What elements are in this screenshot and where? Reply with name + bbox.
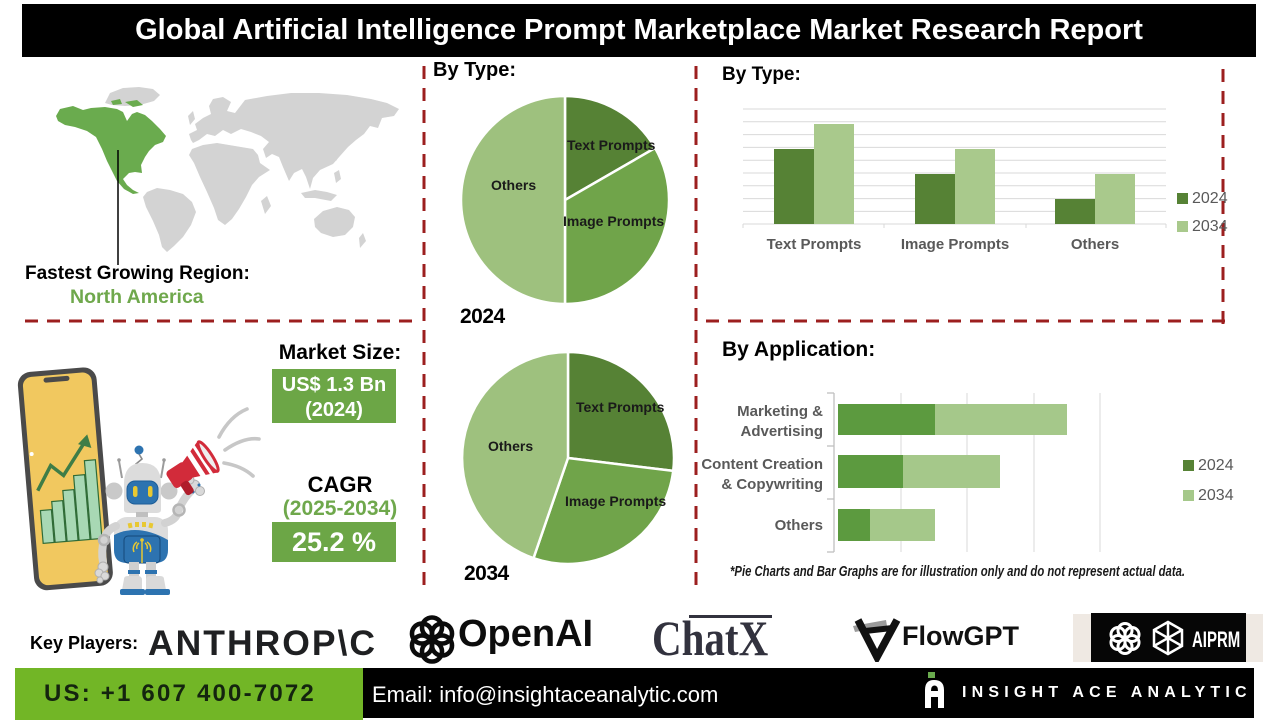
svg-text:Image Prompts: Image Prompts [565,493,666,509]
svg-text:2024: 2024 [1198,457,1234,474]
svg-text:2024: 2024 [1192,190,1228,207]
svg-text:Others: Others [775,517,823,534]
svg-text:Advertising: Advertising [740,423,823,440]
svg-text:Others: Others [491,177,536,193]
svg-text:Text Prompts: Text Prompts [567,137,656,153]
svg-text:& Copywriting: & Copywriting [721,476,823,493]
svg-text:Marketing &: Marketing & [737,403,823,420]
svg-text:Others: Others [488,438,533,454]
svg-text:Text Prompts: Text Prompts [767,236,862,253]
svg-text:Text Prompts: Text Prompts [576,399,665,415]
svg-text:2034: 2034 [1192,218,1228,235]
svg-text:Image Prompts: Image Prompts [901,236,1009,253]
svg-text:2034: 2034 [1198,487,1234,504]
svg-text:Others: Others [1071,236,1119,253]
svg-text:Content Creation: Content Creation [701,456,823,473]
svg-text:Image Prompts: Image Prompts [563,213,664,229]
